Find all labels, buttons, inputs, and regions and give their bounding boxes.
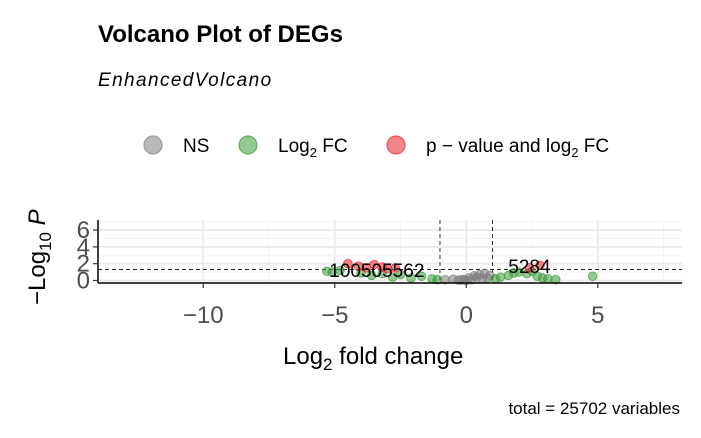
legend-key-2 <box>386 135 406 155</box>
x-tick-label: −10 <box>183 302 224 329</box>
x-tick-label: −5 <box>321 302 348 329</box>
legend-label-2: p − value and log2 FC <box>426 136 609 160</box>
point-series-0 <box>472 272 482 282</box>
legend-key-1 <box>238 135 258 155</box>
x-axis-title: Log2 fold change <box>283 343 463 374</box>
point-labels: 100505562 5284 <box>329 257 551 282</box>
point-series-2 <box>390 263 401 273</box>
x-tick-label: 5 <box>591 302 604 329</box>
svg-text:−Log10 P: −Log10 P <box>24 209 55 305</box>
point-series-2 <box>343 258 353 269</box>
y-axis-title: −Log10 P <box>24 209 55 305</box>
caption: total = 25702 variables <box>508 399 680 418</box>
point-series-1 <box>395 269 406 280</box>
legend-key-0 <box>143 135 163 155</box>
point-series-1 <box>432 274 443 285</box>
point-label: 100505562 <box>329 261 424 282</box>
y-tick-label: 2 <box>77 251 90 278</box>
y-tick-label: 6 <box>77 217 90 244</box>
point-series-1 <box>366 270 377 281</box>
y-tick-label: 4 <box>77 234 90 261</box>
data-points <box>322 258 598 286</box>
point-series-2 <box>535 260 545 271</box>
svg-text:Log2 fold change: Log2 fold change <box>283 343 463 374</box>
point-series-2 <box>524 263 535 273</box>
chart-subtitle: EnhancedVolcano <box>98 70 273 91</box>
point-series-2 <box>361 263 372 273</box>
point-series-1 <box>495 272 506 282</box>
point-series-0 <box>482 273 493 283</box>
legend-label-1: Log2 FC <box>278 136 348 160</box>
point-series-1 <box>550 274 561 285</box>
point-series-1 <box>416 271 427 282</box>
point-label: 5284 <box>508 257 551 278</box>
x-tick-label: 0 <box>460 302 473 329</box>
chart-title: Volcano Plot of DEGs <box>98 21 343 48</box>
y-tick-label: 0 <box>77 267 90 294</box>
legend-label-0: NS <box>183 136 209 157</box>
point-series-0 <box>448 274 458 285</box>
point-series-1 <box>587 271 598 282</box>
point-series-1 <box>335 265 345 276</box>
legend: NS Log2 FC p − value and log2 FC <box>143 135 609 160</box>
